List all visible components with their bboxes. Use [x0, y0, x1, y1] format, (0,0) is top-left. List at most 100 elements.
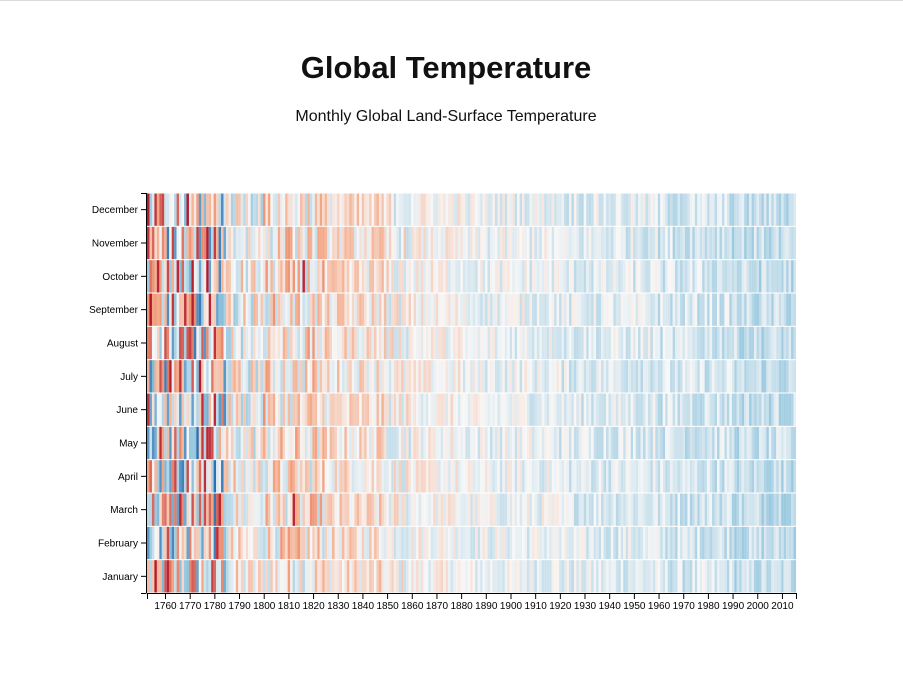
heat-cell — [411, 560, 414, 593]
heat-cell — [613, 326, 616, 360]
heat-cell — [413, 526, 417, 560]
heat-cell — [255, 326, 259, 360]
heat-cell — [559, 493, 562, 526]
heat-cell — [689, 426, 693, 460]
heat-cell — [645, 326, 648, 360]
heat-cell — [171, 393, 175, 426]
heat-cell — [778, 226, 782, 260]
heat-cell — [645, 293, 648, 326]
heat-cell — [351, 193, 355, 226]
heat-cell — [741, 393, 745, 426]
heat-cell — [433, 193, 436, 226]
heat-cell — [487, 393, 491, 426]
heat-cell — [270, 326, 273, 360]
heat-cell — [324, 526, 328, 560]
heat-cell — [324, 293, 328, 326]
heat-cell — [472, 493, 476, 526]
heat-cell — [763, 393, 767, 426]
x-tick-label-1880: 1880 — [451, 601, 474, 612]
heat-cell — [635, 193, 639, 226]
heat-cell — [465, 460, 468, 493]
heat-cell — [556, 493, 560, 526]
heat-cell — [188, 260, 192, 293]
heat-cell — [564, 526, 567, 560]
heat-cell — [494, 360, 498, 393]
heat-cell — [191, 460, 194, 493]
heat-cell — [672, 493, 676, 526]
heat-cell — [707, 226, 710, 260]
heat-cell — [297, 393, 301, 426]
heat-cell — [625, 360, 629, 393]
heat-cell — [472, 426, 476, 460]
heat-cell — [635, 260, 639, 293]
heat-cell — [571, 226, 574, 260]
heat-cell — [608, 226, 611, 260]
heat-cell — [154, 526, 157, 560]
heat-cell — [781, 360, 784, 393]
heat-cell — [519, 293, 523, 326]
heat-cell — [193, 226, 197, 260]
heat-cell — [536, 426, 540, 460]
heat-cell — [751, 193, 755, 226]
heat-cell — [329, 426, 333, 460]
heat-cell — [369, 293, 372, 326]
heat-cell — [729, 560, 732, 593]
heat-cell — [300, 193, 303, 226]
heat-cell — [699, 360, 703, 393]
heat-cell — [620, 560, 624, 593]
heat-cell — [388, 293, 392, 326]
heat-cell — [524, 226, 528, 260]
heat-cell — [504, 426, 508, 460]
heat-cell — [406, 426, 409, 460]
heat-cell — [596, 293, 599, 326]
heat-cell — [164, 193, 167, 226]
heat-cell — [245, 526, 249, 560]
heat-cell — [351, 393, 355, 426]
heat-cell — [258, 193, 261, 226]
heat-cell — [462, 260, 466, 293]
heat-cell — [773, 360, 777, 393]
heat-cell — [699, 560, 703, 593]
heat-cell — [341, 226, 345, 260]
heat-cell — [366, 293, 370, 326]
y-tick-label-april: April — [118, 472, 138, 483]
heat-cell — [272, 193, 276, 226]
heat-cell — [221, 260, 224, 293]
heat-cell — [240, 460, 244, 493]
heat-cell — [307, 193, 310, 226]
heat-cell — [675, 526, 678, 560]
heat-cell — [287, 226, 291, 260]
heat-cell — [726, 560, 730, 593]
heat-cell — [788, 493, 792, 526]
heat-cell — [275, 426, 278, 460]
heat-cell — [445, 360, 449, 393]
heat-cell — [282, 460, 286, 493]
heat-cell — [717, 326, 720, 360]
heat-cell — [529, 393, 533, 426]
heat-cell — [524, 260, 528, 293]
heat-cell — [756, 393, 760, 426]
heat-cell — [773, 226, 777, 260]
heat-cell — [707, 193, 710, 226]
heat-cell — [559, 360, 562, 393]
heat-cell — [721, 560, 725, 593]
heat-cell — [475, 326, 478, 360]
heat-cell — [791, 426, 794, 460]
heat-cell — [620, 460, 624, 493]
heat-cell — [176, 426, 180, 460]
heat-cell — [374, 393, 377, 426]
heat-cell — [287, 360, 291, 393]
heat-cell — [586, 460, 589, 493]
heat-cell — [280, 360, 283, 393]
heat-cell — [285, 526, 288, 560]
heat-cell — [413, 293, 417, 326]
heat-cell — [258, 560, 261, 593]
heat-cell — [541, 493, 545, 526]
heat-cell — [359, 560, 362, 593]
heat-cell — [366, 360, 370, 393]
heat-cell — [223, 226, 227, 260]
heat-cell — [369, 260, 372, 293]
heat-cell — [420, 393, 424, 426]
heat-cell — [768, 360, 772, 393]
heat-cell — [364, 393, 367, 426]
